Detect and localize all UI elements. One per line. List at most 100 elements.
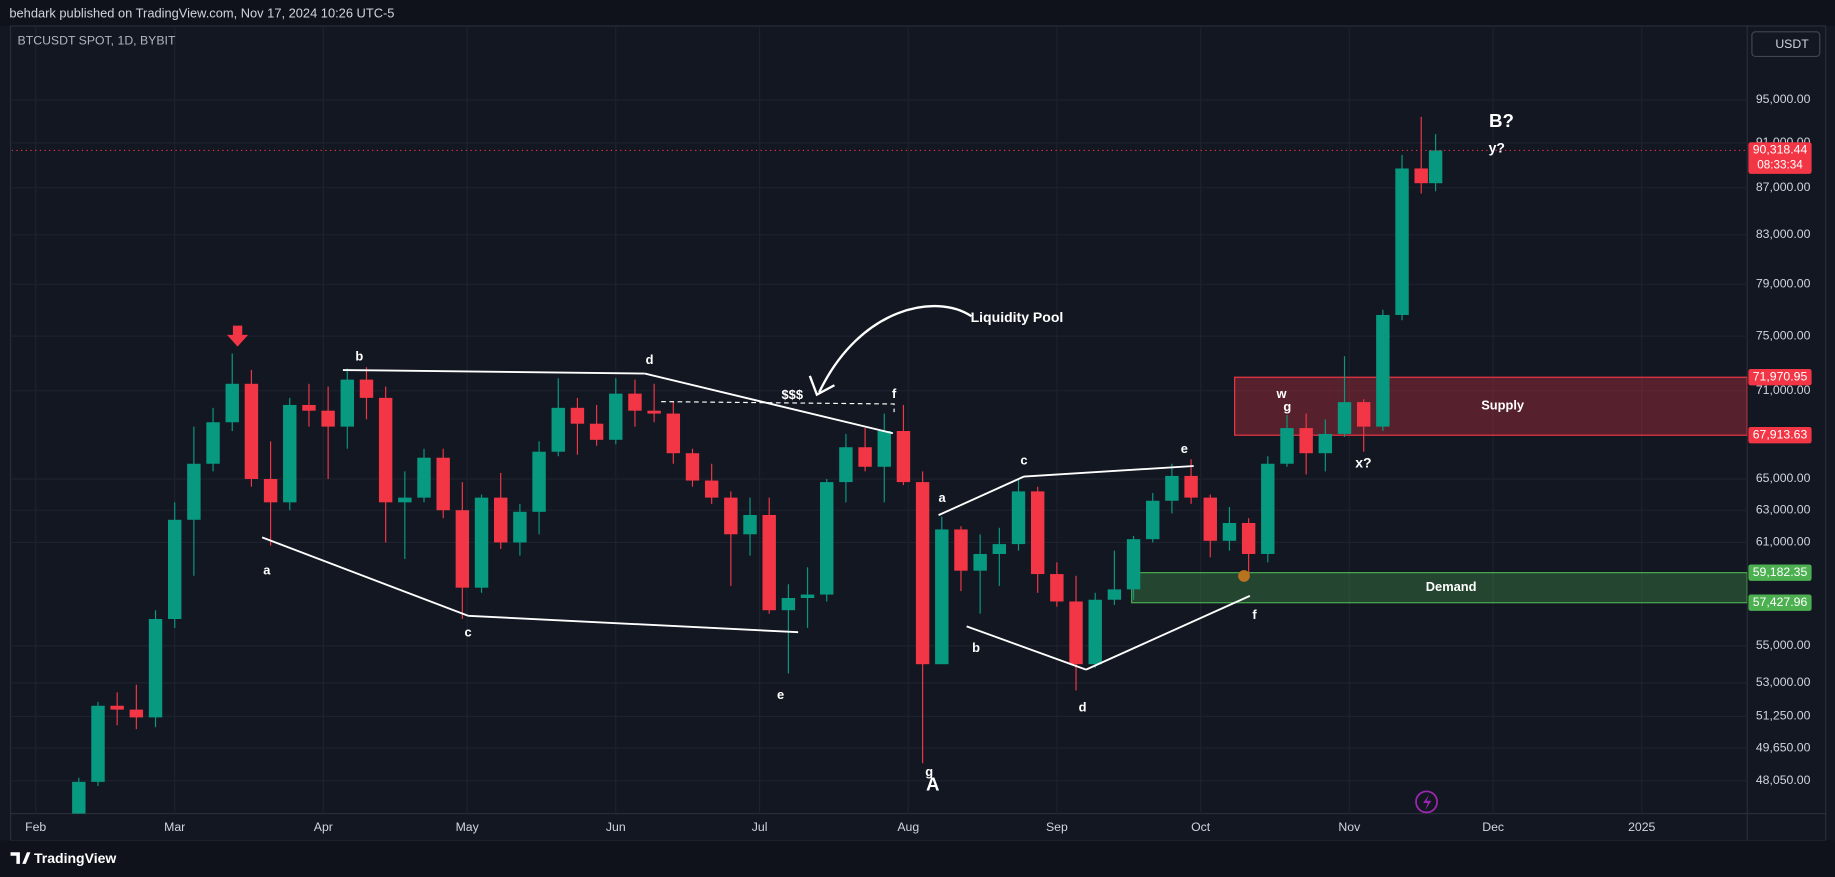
candle-body <box>935 529 949 665</box>
x-tick-label: Aug <box>897 820 919 834</box>
x-tick-label: Oct <box>1191 820 1211 834</box>
y-tick-label: 83,000.00 <box>1756 227 1811 241</box>
candle-body <box>455 510 470 588</box>
annotation: B? <box>1489 110 1514 131</box>
annotation: a <box>263 563 271 578</box>
annotation: b <box>355 349 363 364</box>
candle-body <box>283 404 297 503</box>
candle-body <box>954 529 968 571</box>
candle-body <box>915 482 930 665</box>
candle-body <box>398 497 412 503</box>
annotation: $$$ <box>782 387 803 402</box>
x-tick-label: Jun <box>606 820 626 834</box>
candle-body <box>359 379 374 398</box>
x-tick-label: Jul <box>752 820 768 834</box>
candle-body <box>1414 168 1428 184</box>
annotation: c <box>465 625 472 640</box>
candle-body <box>167 519 182 619</box>
candle-body <box>666 413 681 454</box>
candle-body <box>724 497 738 535</box>
tv-logo <box>10 852 31 864</box>
x-tick-label: Dec <box>1482 820 1504 834</box>
symbol-label: BTCUSDT SPOT, 1D, BYBIT <box>18 33 176 47</box>
candle-body <box>187 463 201 520</box>
zone-label: Supply <box>1481 398 1525 413</box>
x-tick-label: Mar <box>164 820 185 834</box>
candle-body <box>417 457 431 498</box>
candle-body <box>647 410 661 414</box>
candle-body <box>1203 497 1217 541</box>
currency-label: USDT <box>1775 37 1809 51</box>
candle-body <box>685 453 700 481</box>
trend-line <box>1085 595 1251 671</box>
candle-body <box>1165 475 1179 501</box>
marker-dot <box>1238 570 1250 582</box>
x-tick-label: Apr <box>314 820 333 834</box>
candle-body <box>1069 601 1083 665</box>
footer-brand: TradingView <box>34 850 116 866</box>
y-tick-label: 95,000.00 <box>1756 92 1811 106</box>
trend-line <box>261 536 469 617</box>
currency-button[interactable] <box>1751 31 1821 57</box>
candle-body <box>72 781 86 814</box>
y-tick-label: 55,000.00 <box>1756 638 1811 652</box>
annotation: y? <box>1489 140 1505 156</box>
last-price-label: 90,318.44 <box>1753 143 1808 157</box>
x-tick-label: Sep <box>1046 820 1068 834</box>
trend-line <box>644 372 894 435</box>
annotation: f <box>892 386 897 401</box>
candle-body <box>589 423 604 440</box>
candle-body <box>244 383 259 480</box>
candle-body <box>1146 500 1160 540</box>
candle-body <box>820 482 834 595</box>
x-tick-label: Nov <box>1338 820 1361 834</box>
candle-body <box>570 407 585 424</box>
y-tick-label: 53,000.00 <box>1756 675 1811 689</box>
y-tick-label: 61,000.00 <box>1756 535 1811 549</box>
candle-body <box>513 511 527 543</box>
candle-body <box>129 709 144 718</box>
trend-line <box>468 614 799 634</box>
trend-line <box>938 475 1025 517</box>
candle-body <box>1222 522 1237 541</box>
candle-body <box>1050 574 1064 602</box>
y-tick-label: 79,000.00 <box>1756 276 1811 290</box>
down-arrow-icon <box>227 325 249 347</box>
candle-body <box>436 457 450 511</box>
candle-body <box>551 407 565 452</box>
candle-body <box>148 618 163 718</box>
price-tag <box>1748 564 1812 581</box>
candle-body <box>1261 463 1275 554</box>
axes: 95,000.0091,000.0087,000.0083,000.0079,0… <box>25 92 1812 834</box>
candle-body <box>474 497 489 588</box>
candle-body <box>1107 589 1122 600</box>
footer-bar <box>0 840 1835 877</box>
candle-body <box>800 594 815 599</box>
candle-body <box>1011 491 1026 545</box>
zone <box>1234 376 1748 436</box>
alert-icon[interactable] <box>1415 790 1438 814</box>
y-tick-label: 87,000.00 <box>1756 180 1811 194</box>
candle-body <box>743 514 757 535</box>
x-tick-label: 2025 <box>1628 820 1655 834</box>
candle-body <box>91 705 105 782</box>
annotation: e <box>777 687 784 702</box>
candle-body <box>1030 491 1045 575</box>
header-bar <box>0 0 1835 26</box>
y-tick-label: 71,000.00 <box>1756 383 1811 397</box>
y-tick-label: 65,000.00 <box>1756 471 1811 485</box>
candle-body <box>1184 475 1198 498</box>
plot-area <box>11 116 1748 814</box>
candle-body <box>877 430 891 467</box>
candle-body <box>340 379 355 427</box>
candle-body <box>781 598 796 611</box>
annotation: b <box>972 640 980 655</box>
candle-body <box>532 451 546 512</box>
price-tag <box>1748 427 1812 444</box>
y-tick-label: 49,650.00 <box>1756 740 1811 754</box>
candle-body <box>973 553 987 571</box>
annotation: x? <box>1355 454 1371 470</box>
